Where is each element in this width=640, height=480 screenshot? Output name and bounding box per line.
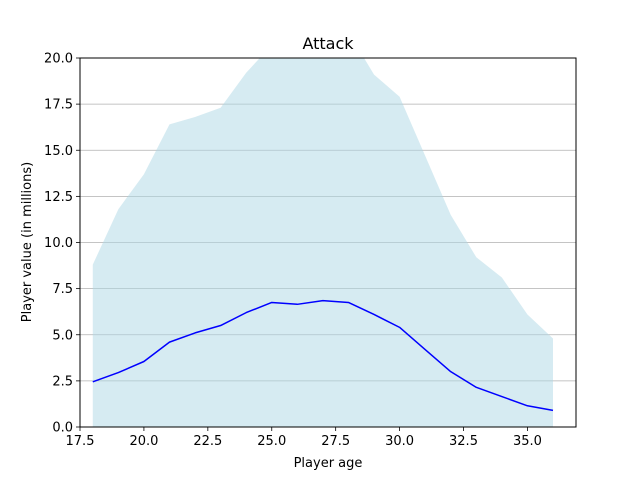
x-tick-label: 25.0 — [257, 434, 286, 449]
x-tick-label: 32.5 — [449, 434, 478, 449]
x-axis: 17.5 20.0 22.5 25.0 27.5 30.0 32.5 35.0 — [66, 427, 542, 449]
x-tick-label: 17.5 — [66, 434, 95, 449]
y-axis-label: Player value (in millions) — [20, 162, 35, 322]
y-tick-label: 12.5 — [44, 190, 73, 205]
y-tick-label: 2.5 — [52, 374, 73, 389]
y-tick-label: 15.0 — [44, 144, 73, 159]
x-tick-label: 27.5 — [321, 434, 350, 449]
chart-title: Attack — [302, 34, 354, 53]
x-tick-label: 30.0 — [385, 434, 414, 449]
x-axis-label: Player age — [294, 456, 363, 471]
y-tick-label: 5.0 — [52, 328, 73, 343]
x-tick-label: 20.0 — [129, 434, 158, 449]
y-tick-label: 0.0 — [52, 421, 73, 436]
x-tick-label: 35.0 — [513, 434, 542, 449]
y-tick-label: 20.0 — [44, 52, 73, 67]
x-tick-label: 22.5 — [193, 434, 222, 449]
series-line-0 — [92, 299, 554, 412]
y-tick-label: 17.5 — [44, 98, 73, 113]
value-range-band — [92, 58, 553, 427]
y-tick-label: 10.0 — [44, 236, 73, 251]
y-axis: 0.0 2.5 5.0 7.5 10.0 12.5 15.0 17.5 20.0 — [44, 52, 80, 436]
y-tick-label: 7.5 — [52, 282, 73, 297]
